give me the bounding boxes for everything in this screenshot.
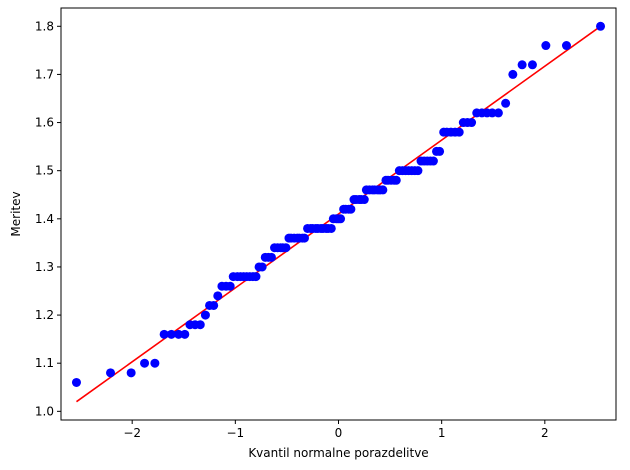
data-point bbox=[487, 108, 497, 118]
y-tick-label: 1.7 bbox=[35, 67, 54, 81]
x-tick-label: 0 bbox=[335, 426, 343, 440]
data-point bbox=[126, 368, 136, 378]
x-tick-label: 2 bbox=[541, 426, 549, 440]
data-point bbox=[166, 329, 176, 339]
data-point bbox=[299, 233, 309, 243]
x-axis-ticks: −2 −1 0 1 2 bbox=[123, 420, 549, 440]
data-point bbox=[159, 329, 169, 339]
data-point bbox=[413, 166, 423, 176]
data-point bbox=[454, 127, 464, 137]
data-point bbox=[150, 358, 160, 368]
data-point bbox=[391, 175, 401, 185]
data-point bbox=[209, 300, 219, 310]
y-tick-label: 1.1 bbox=[35, 356, 54, 370]
data-point bbox=[517, 60, 527, 70]
x-tick-label: 1 bbox=[438, 426, 446, 440]
y-tick-label: 1.2 bbox=[35, 308, 54, 322]
data-point bbox=[527, 60, 537, 70]
y-tick-label: 1.8 bbox=[35, 19, 54, 33]
data-point bbox=[180, 329, 190, 339]
data-point bbox=[195, 320, 205, 330]
data-point bbox=[174, 329, 184, 339]
data-point bbox=[508, 69, 518, 79]
y-tick-label: 1.4 bbox=[35, 212, 54, 226]
data-point bbox=[225, 281, 235, 291]
data-point bbox=[281, 243, 291, 253]
y-tick-label: 1.6 bbox=[35, 116, 54, 130]
fit-line bbox=[76, 25, 601, 403]
data-point bbox=[251, 272, 261, 282]
data-point bbox=[359, 195, 369, 205]
data-point bbox=[257, 262, 267, 272]
x-tick-label: −1 bbox=[226, 426, 244, 440]
y-axis-label: Meritev bbox=[9, 191, 23, 236]
data-point bbox=[140, 358, 150, 368]
data-point bbox=[200, 310, 210, 320]
data-point bbox=[71, 377, 81, 387]
data-point bbox=[493, 108, 503, 118]
x-tick-label: −2 bbox=[123, 426, 141, 440]
points-layer bbox=[71, 21, 606, 387]
data-point bbox=[336, 214, 346, 224]
y-axis-ticks: 1.0 1.1 1.2 1.3 1.4 1.5 1.6 1.7 1.8 bbox=[35, 19, 61, 418]
y-tick-label: 1.3 bbox=[35, 260, 54, 274]
x-axis-label: Kvantil normalne porazdelitve bbox=[248, 446, 428, 460]
y-tick-label: 1.0 bbox=[35, 404, 54, 418]
data-point bbox=[378, 185, 388, 195]
data-point bbox=[561, 41, 571, 51]
data-point bbox=[435, 146, 445, 156]
fit-line-layer bbox=[76, 25, 601, 403]
data-point bbox=[541, 41, 551, 51]
data-point bbox=[346, 204, 356, 214]
data-point bbox=[428, 156, 438, 166]
data-point bbox=[467, 118, 477, 128]
data-point bbox=[596, 21, 606, 31]
y-tick-label: 1.5 bbox=[35, 164, 54, 178]
data-point bbox=[213, 291, 223, 301]
data-point bbox=[326, 223, 336, 233]
data-point bbox=[266, 252, 276, 262]
data-point bbox=[106, 368, 116, 378]
data-point bbox=[501, 98, 511, 108]
